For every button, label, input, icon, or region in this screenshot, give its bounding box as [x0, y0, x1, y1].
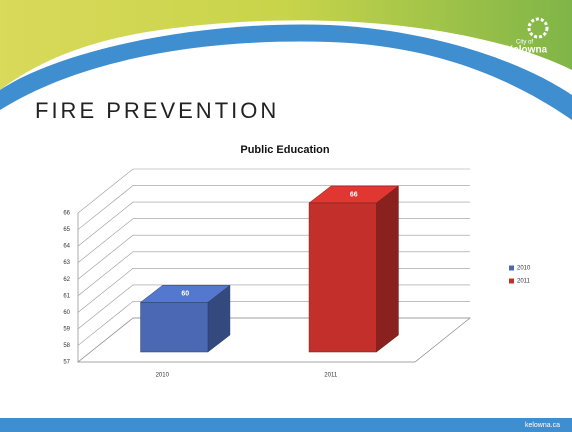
logo-icon [527, 17, 549, 39]
chart-title: Public Education [240, 144, 330, 156]
logo-small: City of [516, 40, 533, 46]
y-tick-label: 60 [63, 310, 70, 316]
bar [308, 202, 377, 353]
header-band [0, 0, 572, 90]
grid-line [77, 185, 470, 230]
legend-swatch [509, 278, 514, 284]
y-tick-label: 62 [63, 277, 70, 283]
x-tick-label: 2010 [156, 373, 170, 379]
legend-label: 2011 [517, 279, 531, 285]
footer-text: kelowna.ca [525, 422, 560, 429]
data-label: 66 [350, 191, 358, 198]
y-tick-label: 58 [63, 343, 70, 349]
y-tick-label: 57 [63, 360, 70, 366]
y-tick-label: 59 [63, 326, 70, 332]
header-swoosh [0, 24, 572, 120]
legend-label: 2010 [517, 266, 531, 272]
y-tick-label: 63 [63, 260, 70, 266]
x-tick-label: 2011 [324, 373, 338, 379]
data-label: 60 [181, 291, 189, 298]
bar [140, 302, 209, 353]
slide-heading: FIRE PREVENTION [35, 98, 279, 123]
bar-side [376, 185, 399, 353]
y-tick-label: 66 [63, 211, 70, 217]
y-tick-label: 64 [63, 244, 70, 250]
footer-band [0, 418, 572, 432]
legend-swatch [509, 265, 514, 271]
grid-line [77, 168, 470, 214]
y-tick-label: 61 [63, 293, 70, 299]
y-tick-label: 65 [63, 227, 70, 233]
logo-name: Kelowna [506, 45, 548, 56]
